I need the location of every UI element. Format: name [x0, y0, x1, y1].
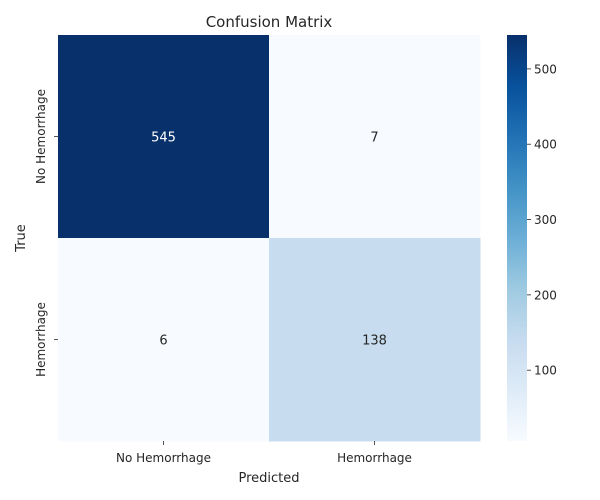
heatmap-cell [269, 238, 481, 442]
colorbar-tick-label: 200 [534, 288, 557, 302]
heatmap-cell [269, 35, 481, 239]
cell-value-labels: 545 7 6 138 [151, 131, 387, 349]
colorbar-ticks: 100 200 300 400 500 [527, 62, 557, 378]
x-tick-label: Hemorrhage [337, 451, 412, 465]
heatmap-cell [58, 238, 270, 442]
heatmap-cells [58, 35, 481, 442]
y-tick-label: Hemorrhage [34, 302, 48, 377]
cell-value-label: 138 [362, 334, 387, 349]
y-axis-label: True [14, 224, 29, 253]
colorbar [507, 35, 527, 441]
y-tick-label: No Hemorrhage [34, 89, 48, 184]
heatmap-cell [58, 35, 270, 239]
colorbar-tick-label: 400 [534, 138, 557, 152]
cell-value-label: 6 [159, 334, 167, 349]
y-axis-ticks: No Hemorrhage Hemorrhage [34, 89, 58, 377]
x-tick-label: No Hemorrhage [116, 451, 211, 465]
colorbar-tick-label: 300 [534, 213, 557, 227]
chart-title: Confusion Matrix [206, 13, 333, 31]
colorbar-tick-label: 500 [534, 62, 557, 76]
cell-value-label: 545 [151, 131, 176, 146]
colorbar-tick-label: 100 [534, 364, 557, 378]
x-axis-label: Predicted [238, 471, 299, 486]
cell-value-label: 7 [370, 131, 378, 146]
x-axis-ticks: No Hemorrhage Hemorrhage [116, 441, 412, 465]
